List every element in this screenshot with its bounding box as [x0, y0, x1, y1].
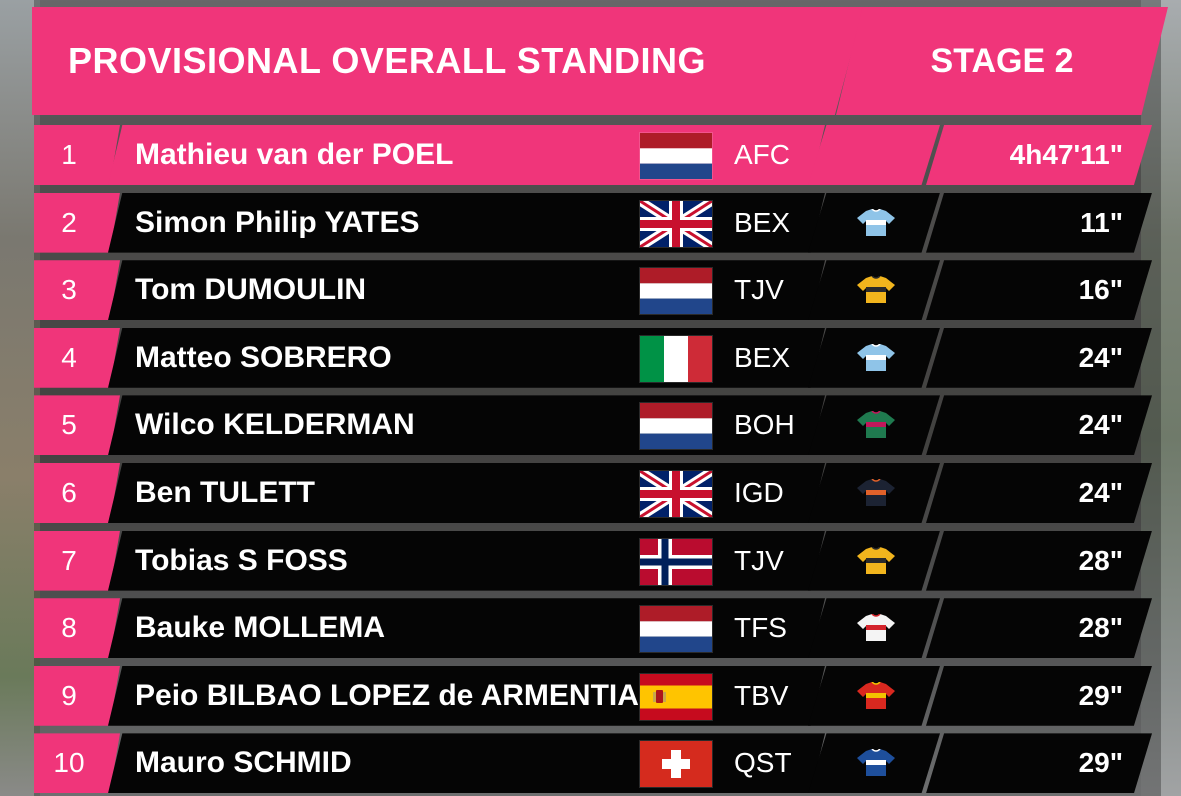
position-box [34, 260, 120, 321]
netherlands-flag-icon [639, 267, 713, 316]
switzerland-flag-icon [639, 740, 713, 789]
great-britain-flag-icon [639, 199, 713, 248]
time-box [926, 530, 1152, 591]
time-box [926, 463, 1152, 523]
time-box [926, 327, 1152, 388]
rider-name: Tom DUMOULIN [135, 273, 367, 307]
jersey-icon [856, 681, 896, 710]
team-code: TFS [734, 612, 787, 644]
table-row: 6 Ben TULETT IGD 24" [0, 463, 1181, 523]
great-britain-flag-icon [639, 470, 713, 518]
gap-time: 28" [1078, 544, 1123, 576]
position-number: 3 [61, 274, 77, 306]
gap-time: 4h47'11" [1009, 139, 1123, 170]
team-code: BEX [734, 341, 791, 373]
jersey-icon [856, 478, 896, 507]
jersey-icon [856, 748, 896, 777]
jersey-icon [856, 208, 896, 237]
team-code: TJV [734, 544, 784, 576]
jersey-icon [856, 546, 896, 575]
jersey-icon [856, 343, 896, 372]
table-row: 5 Wilco KELDERMAN BOH 24" [0, 395, 1181, 456]
rider-name: Simon Philip YATES [135, 205, 420, 239]
table-row: 10 Mauro SCHMID QST 29" [0, 733, 1181, 794]
time-box [926, 598, 1152, 659]
stage-label: STAGE 2 [930, 41, 1074, 80]
gap-time: 29" [1078, 679, 1123, 711]
team-code: BOH [734, 409, 795, 441]
time-box [926, 192, 1152, 253]
team-code: BEX [734, 206, 791, 238]
position-box [34, 463, 120, 523]
position-number: 1 [61, 139, 77, 170]
table-row: 7 Tobias S FOSS TJV 28" [0, 530, 1181, 591]
table-row: 2 Simon Philip YATES BEX 11" [0, 192, 1181, 253]
time-box [926, 395, 1152, 456]
gap-time: 28" [1078, 612, 1123, 644]
rider-name: Bauke MOLLEMA [135, 611, 386, 645]
position-box [34, 598, 120, 659]
jersey-icon [856, 410, 896, 439]
position-number: 7 [61, 544, 77, 576]
table-row: 4 Matteo SOBRERO BEX 24" [0, 327, 1181, 388]
gap-time: 24" [1078, 341, 1123, 373]
table-row: 3 Tom DUMOULIN TJV 16" [0, 260, 1181, 321]
rider-name: Mauro SCHMID [135, 746, 352, 780]
table-row: 9 Peio BILBAO LOPEZ de ARMENTIA TBV 29" [0, 665, 1181, 726]
jersey-icon [856, 613, 896, 642]
team-code: AFC [734, 139, 790, 170]
rider-name: Ben TULETT [135, 476, 315, 509]
rider-name: Matteo SOBRERO [135, 340, 392, 374]
gap-time: 29" [1078, 747, 1123, 779]
position-number: 4 [61, 341, 77, 373]
position-box [34, 395, 120, 456]
background-left [0, 0, 40, 796]
jersey-box [808, 125, 940, 185]
gap-time: 16" [1078, 274, 1123, 306]
rider-name: Peio BILBAO LOPEZ de ARMENTIA [135, 678, 639, 712]
rider-name: Wilco KELDERMAN [135, 408, 415, 442]
position-number: 9 [61, 679, 77, 711]
position-box [34, 665, 120, 726]
header-stage-banner: STAGE 2 [836, 7, 1168, 115]
position-number: 6 [61, 477, 77, 508]
rider-name: Mathieu van der POEL [135, 138, 454, 171]
position-box [34, 327, 120, 388]
table-row: 8 Bauke MOLLEMA TFS 28" [0, 598, 1181, 659]
gap-time: 24" [1078, 477, 1123, 508]
team-code: IGD [734, 477, 784, 508]
time-box [926, 665, 1152, 726]
header-title-banner: PROVISIONAL OVERALL STANDING [32, 7, 864, 115]
team-code: QST [734, 747, 792, 779]
position-box [34, 530, 120, 591]
position-number: 10 [53, 747, 85, 779]
position-number: 8 [61, 612, 77, 644]
gap-time: 11" [1080, 206, 1123, 238]
netherlands-flag-icon [639, 605, 713, 654]
italy-flag-icon [639, 334, 713, 383]
position-box [34, 733, 120, 794]
time-box [926, 733, 1152, 794]
position-number: 5 [61, 409, 77, 441]
gap-time: 24" [1078, 409, 1123, 441]
spain-flag-icon [639, 672, 713, 721]
rider-name: Tobias S FOSS [135, 543, 348, 577]
position-box [34, 192, 120, 253]
norway-flag-icon [639, 537, 713, 586]
position-box [34, 125, 120, 185]
table-row: 1 Mathieu van der POEL AFC 4h47'11" [0, 125, 1181, 185]
netherlands-flag-icon [639, 402, 713, 451]
jersey-icon [856, 275, 896, 304]
team-code: TJV [734, 274, 784, 306]
netherlands-flag-icon [639, 132, 713, 180]
time-box [926, 125, 1152, 185]
position-number: 2 [61, 206, 77, 238]
team-code: TBV [734, 679, 789, 711]
time-box [926, 260, 1152, 321]
page-title: PROVISIONAL OVERALL STANDING [68, 40, 707, 81]
